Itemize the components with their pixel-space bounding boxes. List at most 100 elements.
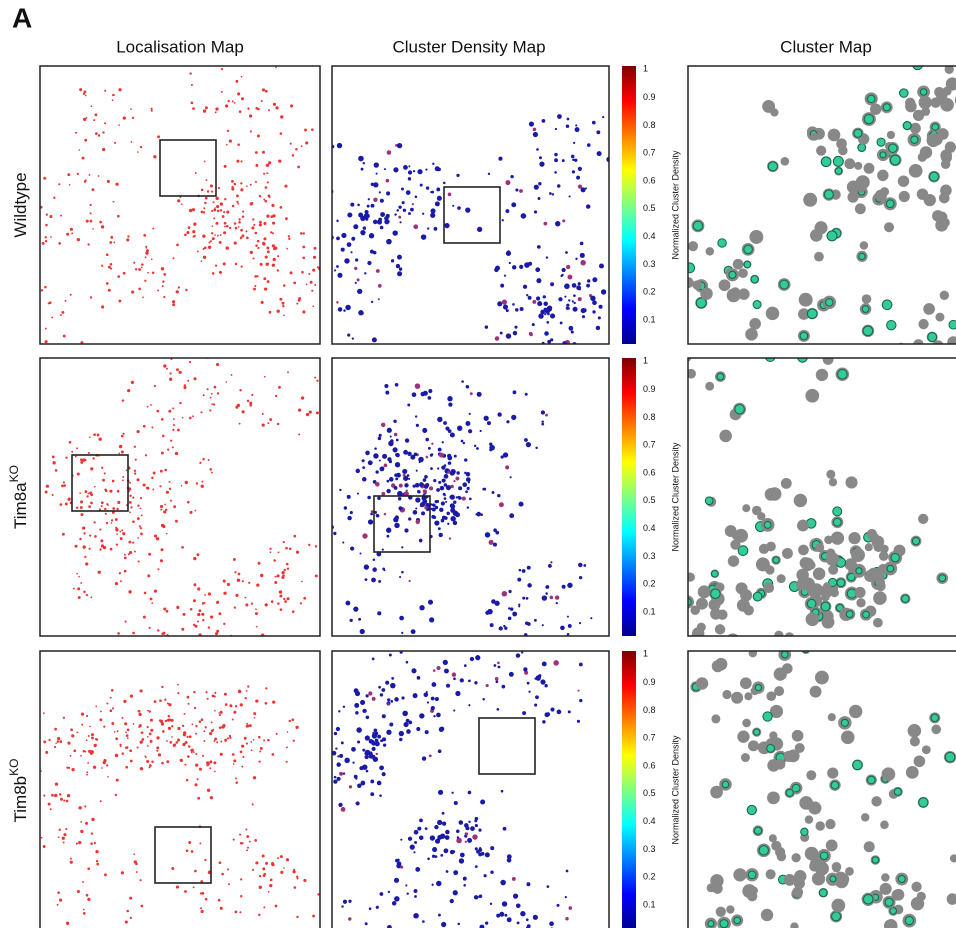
density-spot xyxy=(524,438,528,442)
cluster-region xyxy=(722,690,731,699)
density-spot xyxy=(421,234,427,240)
density-spot xyxy=(455,477,459,481)
density-spot xyxy=(371,301,373,303)
density-spot xyxy=(306,291,310,295)
density-spot xyxy=(505,465,509,469)
localisation xyxy=(119,445,122,448)
localisation xyxy=(98,571,101,574)
image-content xyxy=(33,353,352,657)
density-spot xyxy=(302,725,304,727)
localisation xyxy=(189,735,192,738)
localisation xyxy=(208,459,210,461)
colorbar-tick-label: 0.8 xyxy=(643,412,656,422)
density-spot xyxy=(601,289,606,294)
localisation xyxy=(114,94,116,96)
density-spot xyxy=(433,669,436,672)
localisation xyxy=(66,922,69,925)
cluster-region xyxy=(876,581,886,591)
cluster xyxy=(751,276,758,283)
localisation xyxy=(242,580,244,582)
localisation xyxy=(326,572,328,574)
colorbar-tick-label: 0.1 xyxy=(643,606,656,616)
density-spot xyxy=(334,732,337,735)
cluster-region xyxy=(877,170,888,181)
density-spot xyxy=(489,448,492,451)
density-spot xyxy=(535,695,539,699)
localisation xyxy=(159,485,161,487)
density-spot xyxy=(469,413,471,415)
localisation xyxy=(152,228,154,230)
localisation xyxy=(137,151,139,153)
localisation xyxy=(195,510,197,512)
density-spot xyxy=(423,489,427,493)
density-spot xyxy=(567,118,570,121)
cluster xyxy=(821,157,831,167)
localisation xyxy=(157,289,159,291)
density-spot xyxy=(479,895,482,898)
localisation xyxy=(46,214,48,216)
localisation xyxy=(287,371,289,373)
density-spot xyxy=(404,483,408,487)
localisation xyxy=(289,720,291,722)
localisation xyxy=(161,548,164,551)
localisation xyxy=(237,203,239,205)
cluster-region xyxy=(736,582,748,594)
localisation xyxy=(286,248,288,250)
density-spot xyxy=(434,520,439,525)
density-spot xyxy=(498,666,501,669)
cluster xyxy=(928,333,937,342)
density-spot xyxy=(479,925,484,928)
density-spot xyxy=(502,647,505,650)
localisation xyxy=(146,249,149,252)
density-spot xyxy=(508,616,512,620)
localisation xyxy=(218,187,220,189)
density-spot xyxy=(406,190,411,195)
density-spot xyxy=(542,662,547,667)
density-spot xyxy=(512,650,516,654)
localisation xyxy=(110,263,113,266)
localisation xyxy=(253,739,255,741)
localisation xyxy=(79,88,82,91)
localisation xyxy=(124,554,126,556)
cluster-region xyxy=(862,294,872,304)
cluster xyxy=(885,898,893,906)
localisation xyxy=(67,498,70,501)
localisation xyxy=(248,582,250,584)
localisation xyxy=(84,139,87,142)
density-spot xyxy=(401,571,404,574)
localisation xyxy=(301,145,303,147)
density-spot xyxy=(347,495,351,499)
localisation xyxy=(205,691,207,693)
density-spot xyxy=(327,230,330,233)
colorbar-tick-label: 0.6 xyxy=(643,760,656,770)
localisation xyxy=(223,580,226,583)
localisation xyxy=(14,317,17,320)
localisation xyxy=(141,738,144,741)
localisation xyxy=(234,571,236,573)
colorbar-tick-label: 0.6 xyxy=(643,175,656,185)
localisation xyxy=(123,116,126,119)
density-spot xyxy=(522,597,525,600)
localisation xyxy=(101,225,104,228)
localisation xyxy=(83,909,85,911)
colorbar-tick-label: 1 xyxy=(643,63,648,73)
density-spot xyxy=(453,480,455,482)
density-spot xyxy=(336,236,340,240)
cluster-region xyxy=(917,45,928,56)
localisation xyxy=(83,591,85,593)
cluster-region xyxy=(709,599,721,611)
cluster xyxy=(945,752,955,762)
density-spot xyxy=(616,277,619,280)
localisation xyxy=(9,825,12,828)
localisation xyxy=(191,850,194,853)
density-spot xyxy=(448,461,452,465)
density-spot xyxy=(397,143,402,148)
cluster-region xyxy=(769,834,777,842)
localisation xyxy=(262,151,265,154)
localisation xyxy=(115,527,117,529)
density-spot xyxy=(468,680,471,683)
localisation xyxy=(53,197,55,199)
density-spot xyxy=(325,524,329,528)
localisation xyxy=(122,399,124,401)
localisation xyxy=(306,413,309,416)
